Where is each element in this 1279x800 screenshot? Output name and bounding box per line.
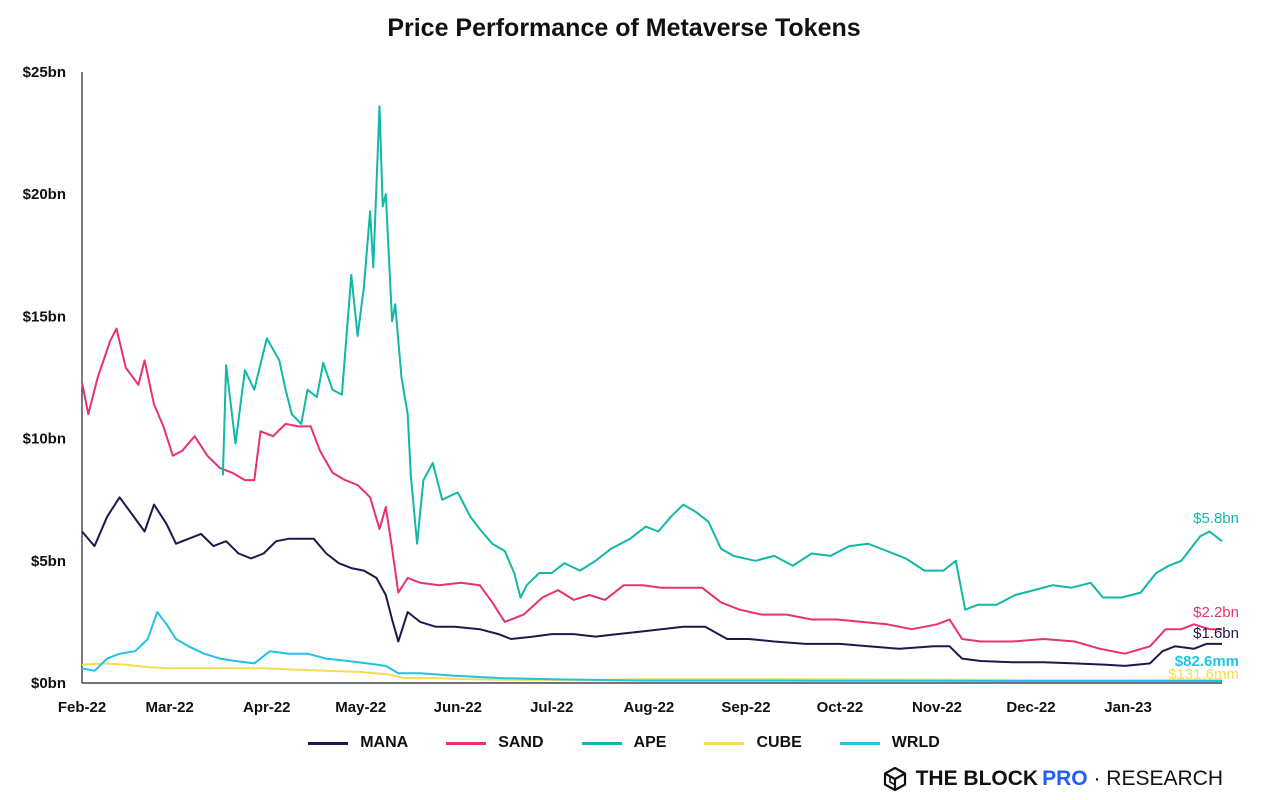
legend-item-wrld: WRLD xyxy=(839,734,940,752)
x-axis-ticks: Feb-22 Mar-22 Apr-22 May-22 Jun-22 Jul-22 Aug-… xyxy=(58,699,1152,716)
end-labels: $1.6bn $2.2bn $5.8bn $131.6mm$82.6mm xyxy=(1168,510,1239,683)
brand-name: THE BLOCK xyxy=(915,767,1039,790)
legend-swatch xyxy=(704,741,745,745)
x-tick-label: Jan-23 xyxy=(1104,699,1152,716)
x-tick-label: Mar-22 xyxy=(146,699,194,716)
series-line-ape xyxy=(221,105,1223,611)
legend-item-mana: MANA xyxy=(308,734,408,752)
series-lines xyxy=(81,105,1223,682)
y-tick-label: $10bn xyxy=(23,431,66,448)
end-label-sand: $2.2bn xyxy=(1193,604,1239,621)
brand-research: RESEARCH xyxy=(1106,767,1223,790)
end-label-wrld: $82.6mm xyxy=(1175,653,1239,670)
x-tick-label: May-22 xyxy=(335,699,386,716)
end-label-cube: $131.6mm xyxy=(1168,666,1239,683)
legend-label: SAND xyxy=(498,734,544,751)
series-line-cube xyxy=(81,662,1223,682)
series-line-sand xyxy=(81,327,1222,655)
legend-label: APE xyxy=(633,734,667,751)
x-tick-label: Oct-22 xyxy=(817,699,864,716)
series-line-mana xyxy=(81,496,1222,667)
x-tick-label: Feb-22 xyxy=(58,699,106,716)
x-tick-label: Apr-22 xyxy=(243,699,291,716)
y-tick-label: $0bn xyxy=(31,675,66,692)
x-tick-label: Aug-22 xyxy=(623,699,674,716)
chart-title: Price Performance of Metaverse Tokens xyxy=(387,14,861,42)
y-tick-label: $25bn xyxy=(23,64,66,81)
y-tick-label: $5bn xyxy=(31,553,66,570)
legend-item-sand: SAND xyxy=(446,734,544,752)
series-line-wrld xyxy=(81,611,1222,682)
x-tick-label: Nov-22 xyxy=(912,699,962,716)
end-label-mana: $1.6bn xyxy=(1193,625,1239,642)
legend-label: MANA xyxy=(360,734,409,751)
end-label-ape: $5.8bn xyxy=(1193,510,1239,527)
legend-item-ape: APE xyxy=(581,734,667,752)
legend-swatch xyxy=(581,741,622,745)
brand-separator: · xyxy=(1093,767,1101,790)
legend-label: WRLD xyxy=(891,734,940,751)
legend-swatch xyxy=(446,741,487,745)
legend: MANA SAND APE CUBE WRLD xyxy=(0,734,1248,752)
x-tick-label: Dec-22 xyxy=(1006,699,1055,716)
x-tick-label: Jun-22 xyxy=(434,699,482,716)
y-tick-label: $15bn xyxy=(23,308,66,325)
legend-swatch xyxy=(839,741,880,745)
x-tick-label: Jul-22 xyxy=(530,699,573,716)
cube-logo-icon xyxy=(883,766,906,792)
brand-pro: PRO xyxy=(1042,767,1088,790)
brand-watermark: THE BLOCK PRO · RESEARCH xyxy=(882,766,1223,792)
x-tick-label: Sep-22 xyxy=(721,699,770,716)
y-tick-label: $20bn xyxy=(23,186,66,203)
legend-item-cube: CUBE xyxy=(704,734,802,752)
legend-swatch xyxy=(308,741,349,745)
y-axis-ticks: $0bn $5bn $10bn $15bn $20bn $25bn xyxy=(23,64,66,692)
legend-label: CUBE xyxy=(756,734,802,751)
